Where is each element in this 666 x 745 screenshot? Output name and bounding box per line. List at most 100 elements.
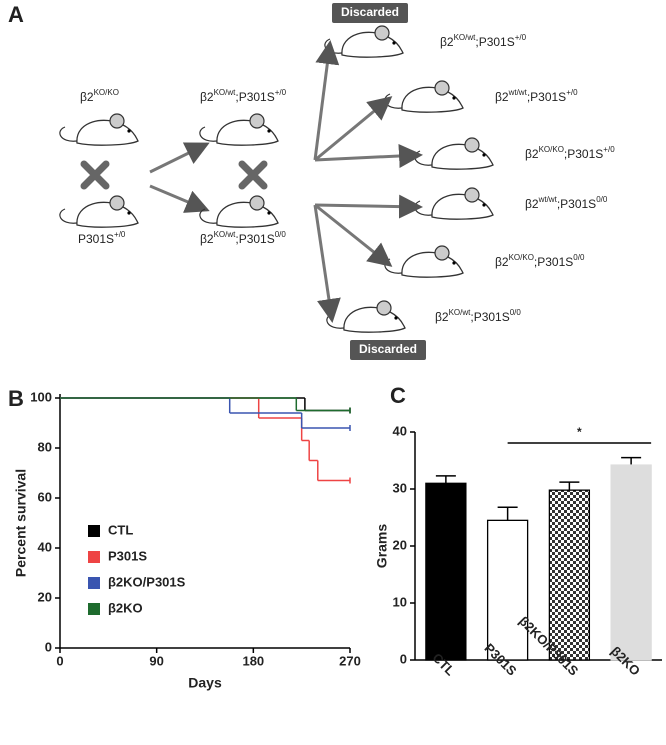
bar (486, 519, 529, 661)
mouse (199, 195, 279, 228)
cross (238, 160, 268, 190)
mouse (199, 113, 279, 146)
genotype-label: β2wt/wt​;P301S+/0​ (495, 88, 578, 104)
y-tick-label: 80 (38, 439, 52, 454)
mouse-tail (59, 208, 78, 224)
genotype-base: β2 (200, 232, 214, 246)
mouse (59, 113, 139, 146)
arrow (149, 184, 210, 213)
significance-label: * (577, 425, 582, 439)
mouse-body (343, 306, 406, 333)
panel-label: A (8, 2, 24, 27)
genotype-base: P301S (78, 232, 114, 246)
mouse-ear (434, 245, 450, 261)
genotype-label: β2KO/wt​;P301S0/0​ (200, 230, 286, 246)
arrow (314, 194, 423, 219)
genotype-base: β2 (440, 35, 454, 49)
legend-label: CTL (108, 522, 133, 537)
y-tick-label: 0 (45, 639, 52, 654)
genotype-sup: 0/0 (510, 308, 522, 317)
mouse (414, 137, 494, 170)
mouse-body (401, 86, 464, 113)
x-tick-label: 0 (56, 653, 63, 668)
mouse-ear (464, 137, 480, 153)
genotype-label: β2KO/KO​;P301S+/0​ (525, 145, 615, 161)
y-axis-label: Percent survival (13, 469, 29, 577)
legend-swatch (88, 603, 100, 615)
mouse-body (431, 143, 494, 170)
mouse-tail (326, 313, 345, 329)
bar (610, 464, 652, 661)
mouse-tail (199, 208, 218, 224)
genotype-sup: +/0 (566, 88, 578, 97)
legend-swatch (88, 525, 100, 537)
panel-label: B (8, 386, 24, 411)
mouse-eye (482, 203, 486, 207)
genotype-sup: KO/wt (449, 308, 472, 317)
mouse-eye (452, 96, 456, 100)
genotype-sup: KO/KO (94, 88, 119, 97)
arrow (149, 142, 210, 174)
y-tick-label: 30 (393, 480, 407, 495)
mouse-eye (394, 316, 398, 320)
x-tick-label: 90 (149, 653, 163, 668)
mouse-ear (374, 25, 390, 41)
genotype-sup: wt/wt (538, 195, 558, 204)
mouse-body (401, 251, 464, 278)
genotype-sup: +/0 (275, 88, 287, 97)
genotype-sup: KO/wt (214, 230, 237, 239)
mouse-ear (249, 113, 265, 129)
y-tick-label: 100 (30, 389, 52, 404)
genotype-sup: 0/0 (275, 230, 287, 239)
genotype-base: β2 (495, 255, 509, 269)
genotype-sup: +/0 (515, 33, 527, 42)
mouse (384, 245, 464, 278)
genotype-sup: KO/KO (539, 145, 564, 154)
mouse-body (216, 201, 279, 228)
mouse-ear (434, 80, 450, 96)
discard-box (350, 340, 426, 360)
mouse-body (76, 201, 139, 228)
x-tick-label: 180 (242, 653, 264, 668)
discard-box (332, 3, 408, 23)
legend-label: β2KO (108, 600, 143, 615)
arrow (314, 96, 393, 162)
mouse-body (216, 119, 279, 146)
mouse-eye (127, 129, 131, 133)
panel-label: C (390, 383, 406, 408)
legend-label: β2KO/P301S (108, 574, 186, 589)
mouse-body (341, 31, 404, 58)
mouse-eye (127, 211, 131, 215)
genotype-base: ;P301S (235, 90, 274, 104)
legend-swatch (88, 577, 100, 589)
genotype-label: β2wt/wt​;P301S0/0​ (525, 195, 608, 211)
genotype-label: β2KO/wt​;P301S+/0​ (440, 33, 527, 49)
genotype-label: β2KO/KO​ (80, 88, 119, 104)
mouse-eye (482, 153, 486, 157)
genotype-base: ;P301S (235, 232, 274, 246)
mouse (326, 300, 406, 333)
genotype-sup: KO/wt (214, 88, 237, 97)
genotype-base: β2 (80, 90, 94, 104)
y-tick-label: 20 (38, 589, 52, 604)
mouse-eye (267, 211, 271, 215)
mouse (59, 195, 139, 228)
genotype-sup: 0/0 (596, 195, 608, 204)
discard-label: Discarded (359, 342, 417, 356)
cross (80, 160, 110, 190)
mouse-body (76, 119, 139, 146)
genotype-label: β2KO/KO​;P301S0/0​ (495, 253, 585, 269)
genotype-base: β2 (435, 310, 449, 324)
arrow (314, 203, 393, 267)
y-tick-label: 60 (38, 489, 52, 504)
x-axis-label: Days (188, 675, 222, 691)
y-tick-label: 20 (393, 537, 407, 552)
y-tick-label: 40 (38, 539, 52, 554)
genotype-base: β2 (495, 90, 509, 104)
mouse-ear (109, 113, 125, 129)
genotype-sup: wt/wt (508, 88, 528, 97)
legend-label: P301S (108, 548, 147, 563)
mouse-tail (199, 126, 218, 142)
arrow (313, 40, 340, 161)
